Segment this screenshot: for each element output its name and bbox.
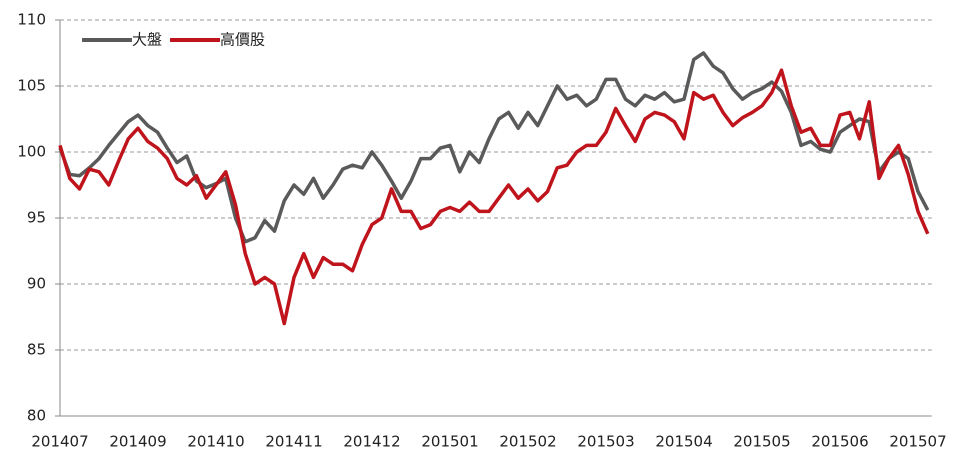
x-tick-label: 201411 <box>265 433 322 451</box>
x-tick-label: 201409 <box>109 433 166 451</box>
x-tick-label: 201505 <box>733 433 790 451</box>
y-tick-label: 90 <box>27 275 46 293</box>
series-line <box>58 51 930 244</box>
x-tick-label: 201506 <box>811 433 868 451</box>
x-tick-label: 201504 <box>655 433 712 451</box>
x-tick-label: 201503 <box>577 433 634 451</box>
x-tick-label: 201412 <box>343 433 400 451</box>
x-tick-label: 201507 <box>889 433 946 451</box>
series-line <box>58 68 930 326</box>
y-tick-label: 110 <box>17 11 46 29</box>
x-tick-label: 201502 <box>499 433 556 451</box>
legend-label: 高價股 <box>220 31 265 49</box>
legend-label: 大盤 <box>132 31 162 49</box>
y-tick-label: 105 <box>17 77 46 95</box>
y-tick-label: 85 <box>27 341 46 359</box>
y-tick-label: 80 <box>27 407 46 425</box>
x-tick-label: 201410 <box>187 433 244 451</box>
y-tick-label: 95 <box>27 209 46 227</box>
x-tick-label: 201407 <box>31 433 88 451</box>
x-tick-label: 201501 <box>421 433 478 451</box>
y-tick-label: 100 <box>17 143 46 161</box>
